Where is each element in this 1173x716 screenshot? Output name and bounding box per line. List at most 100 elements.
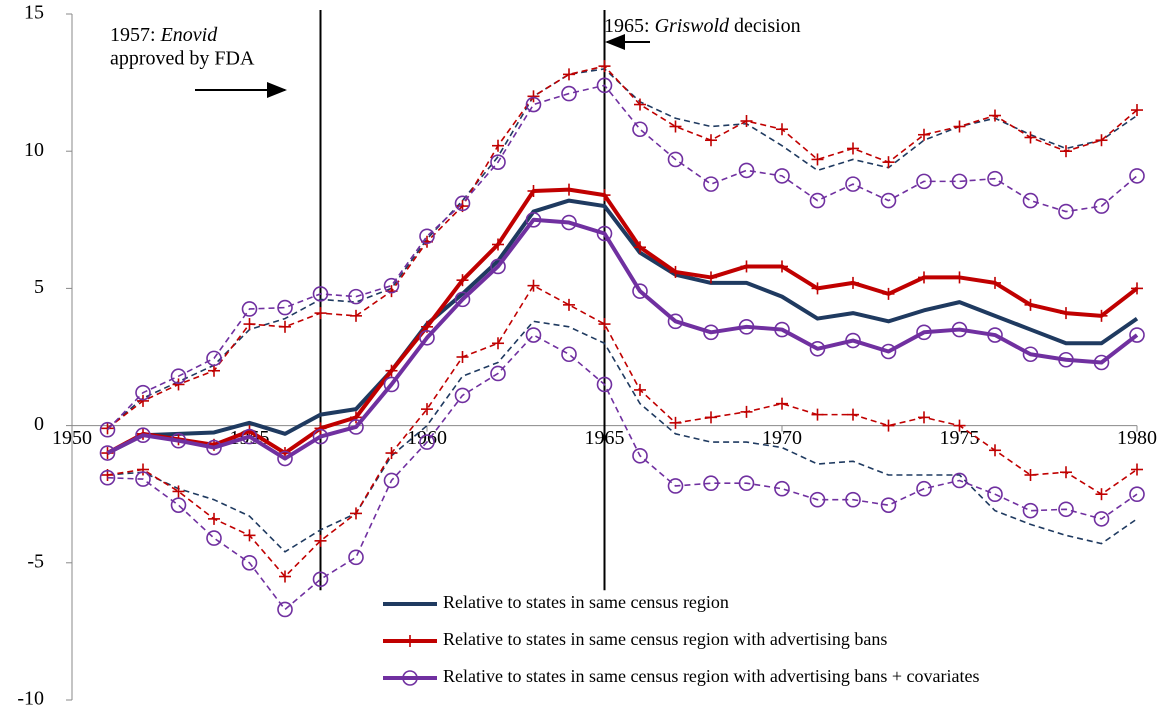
marker <box>989 444 1001 457</box>
marker <box>350 507 362 520</box>
marker <box>527 279 540 292</box>
marker <box>135 427 151 444</box>
marker <box>847 276 859 289</box>
marker <box>703 324 719 341</box>
interval-line <box>107 284 1138 578</box>
annotation-rest: decision <box>729 15 801 37</box>
marker <box>1129 486 1145 503</box>
marker <box>1024 131 1037 144</box>
marker <box>740 115 753 128</box>
marker <box>953 120 966 133</box>
marker <box>135 384 151 401</box>
marker <box>596 376 613 393</box>
marker <box>1095 488 1108 501</box>
y-tick-label: 0 <box>34 413 44 435</box>
marker <box>490 258 506 275</box>
marker <box>1093 198 1110 214</box>
marker <box>632 283 648 299</box>
marker <box>241 301 258 317</box>
marker <box>916 324 932 341</box>
marker <box>882 156 895 169</box>
marker <box>419 329 435 346</box>
marker <box>402 670 418 686</box>
marker <box>385 364 398 377</box>
marker <box>172 378 185 391</box>
marker <box>951 472 968 489</box>
x-tick-label: 1950 <box>52 427 92 449</box>
marker <box>454 195 471 212</box>
marker <box>740 260 753 273</box>
marker <box>350 411 362 424</box>
marker <box>1129 168 1145 184</box>
marker <box>456 351 469 363</box>
y-tick-label: -10 <box>17 688 44 710</box>
marker <box>705 411 717 424</box>
marker <box>99 469 116 486</box>
marker <box>1131 104 1143 117</box>
marker <box>419 228 435 245</box>
marker <box>774 321 790 338</box>
y-tick-label: -5 <box>27 550 44 572</box>
marker <box>563 298 575 311</box>
marker <box>669 416 682 429</box>
annotation: 1957: Enovid <box>110 24 218 46</box>
marker <box>776 123 788 136</box>
marker <box>598 189 611 202</box>
marker <box>454 387 471 404</box>
marker <box>312 428 329 445</box>
marker <box>348 549 364 566</box>
marker <box>847 408 859 421</box>
marker <box>99 445 116 461</box>
marker <box>667 151 684 168</box>
marker <box>918 271 930 284</box>
marker <box>492 139 504 152</box>
marker <box>669 265 682 278</box>
marker <box>561 346 577 363</box>
marker <box>632 447 648 464</box>
y-tick-label: 10 <box>24 139 44 161</box>
marker <box>243 318 256 331</box>
marker <box>598 60 611 73</box>
marker <box>1131 282 1143 295</box>
marker <box>776 397 788 410</box>
marker <box>314 422 327 435</box>
marker <box>561 214 577 231</box>
marker <box>527 184 540 197</box>
marker <box>1093 354 1110 371</box>
x-tick-label: 1960 <box>407 427 447 449</box>
marker <box>987 327 1003 343</box>
marker <box>206 350 222 367</box>
marker <box>101 422 114 435</box>
marker <box>738 319 755 335</box>
marker <box>738 162 755 179</box>
marker <box>312 286 329 302</box>
series-line <box>106 198 1139 455</box>
marker <box>634 383 646 396</box>
annotation-lead: 1957: <box>110 24 161 46</box>
marker <box>845 332 861 349</box>
marker <box>314 307 327 320</box>
marker <box>383 277 400 294</box>
marker <box>314 534 327 547</box>
x-tick-label: 1970 <box>762 427 802 449</box>
marker <box>492 238 504 251</box>
marker <box>596 225 613 242</box>
annotation: approved by FDA <box>110 48 255 70</box>
y-tick-label: 15 <box>24 2 44 24</box>
x-tick-label: 1980 <box>1117 427 1157 449</box>
marker <box>845 491 861 508</box>
annotation: 1965: Griswold decision <box>604 15 801 37</box>
marker <box>740 405 753 418</box>
marker <box>1060 307 1072 320</box>
marker <box>170 497 187 513</box>
marker <box>419 434 435 450</box>
marker <box>525 327 542 343</box>
marker <box>1024 468 1037 481</box>
marker <box>811 282 824 295</box>
marker <box>137 463 149 476</box>
series-line <box>106 217 1139 461</box>
marker <box>206 530 222 546</box>
marker <box>348 419 364 435</box>
series-line <box>106 187 1139 456</box>
marker <box>705 134 717 147</box>
